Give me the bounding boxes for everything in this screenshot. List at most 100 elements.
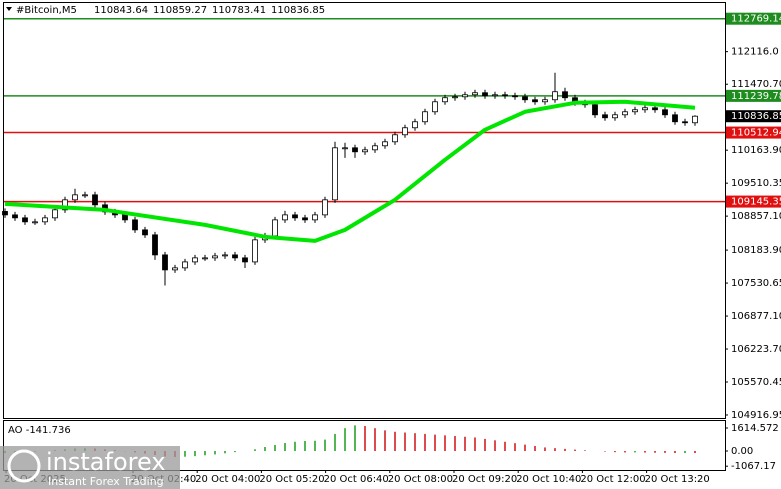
candle-body xyxy=(622,111,628,116)
candle-body xyxy=(502,94,508,97)
price-box xyxy=(726,110,781,123)
candle-body xyxy=(192,257,198,263)
candle-body xyxy=(232,254,238,259)
candle-body xyxy=(222,254,228,257)
candle-body xyxy=(242,257,248,263)
level-box xyxy=(726,126,781,139)
candle-body xyxy=(52,209,58,219)
header-value: 110859.27 xyxy=(153,5,207,16)
candle-body xyxy=(42,217,48,223)
candle-body xyxy=(302,217,308,221)
candle-body xyxy=(62,199,68,211)
level-box xyxy=(726,195,781,208)
moving-average xyxy=(4,99,696,243)
y-tick-label: 108857.10 xyxy=(731,211,781,222)
plot-layer: 110843.64 110859.27 110783.41 110836.85 1121… xyxy=(2,5,781,485)
candle-body xyxy=(452,96,458,99)
y-tick-label: 107530.65 xyxy=(731,278,781,289)
candle-body xyxy=(292,214,298,219)
candle-body xyxy=(282,214,288,221)
price-label: 110836.85 xyxy=(731,111,781,122)
watermark-tagline: Instant Forex Trading xyxy=(48,475,164,488)
candle-body xyxy=(522,96,528,101)
candle-body xyxy=(652,107,658,111)
candle-body xyxy=(152,234,158,256)
candle-body xyxy=(362,149,368,153)
x-tick-label: 20 Oct 08:00 xyxy=(388,474,453,485)
x-tick-label: 20 Oct 10:40 xyxy=(516,474,581,485)
candle-body xyxy=(332,147,338,201)
y-tick-label: 105570.45 xyxy=(731,377,781,388)
candle-body xyxy=(342,147,348,150)
candle-body xyxy=(402,127,408,136)
y-tick-label: 112116.0 xyxy=(731,47,779,58)
candle-body xyxy=(92,194,98,206)
candle-body xyxy=(162,254,168,271)
candle-body xyxy=(382,141,388,147)
x-tick-label: 20 Oct 13:20 xyxy=(645,474,710,485)
watermark: instaforex Instant Forex Trading xyxy=(0,446,180,489)
candle-body xyxy=(2,211,8,216)
ao-y-tick-label: -1067.17 xyxy=(731,461,776,472)
candle-body xyxy=(472,92,478,96)
candle-body xyxy=(72,194,78,201)
candle-body xyxy=(642,107,648,111)
y-tick-label: 108183.90 xyxy=(731,245,781,256)
candle-body xyxy=(182,261,188,269)
watermark-brand: instaforex xyxy=(46,448,166,476)
candle-body xyxy=(252,239,258,263)
candle-body xyxy=(132,219,138,231)
header-value: 110783.41 xyxy=(212,5,266,16)
level-label: 111239.78 xyxy=(731,91,781,102)
header-value: 110836.85 xyxy=(271,5,325,16)
level-box xyxy=(726,89,781,102)
ao-pane-frame xyxy=(3,420,726,471)
y-tick-label: 106223.70 xyxy=(731,344,781,355)
candle-body xyxy=(662,109,668,116)
y-tick-label: 111470.70 xyxy=(731,79,781,90)
y-tick-label: 104916.95 xyxy=(731,410,781,421)
level-label: 112769.14 xyxy=(731,14,781,25)
candle-body xyxy=(602,114,608,119)
symbol: #Bitcoin,M5 xyxy=(16,5,77,16)
candle-body xyxy=(682,121,688,124)
candle-body xyxy=(492,94,498,97)
candle-body xyxy=(562,91,568,99)
candle-body xyxy=(322,199,328,216)
candle-body xyxy=(442,97,448,103)
candle-body xyxy=(532,99,538,103)
candle-body xyxy=(672,114,678,123)
candle-body xyxy=(372,145,378,151)
level-label: 109145.35 xyxy=(731,197,781,208)
candle-body xyxy=(482,92,488,97)
y-tick-label: 106877.10 xyxy=(731,311,781,322)
ao-label: AO -141.736 xyxy=(8,425,71,436)
ao-y-tick-label: 1614.572 xyxy=(731,423,779,434)
y-tick-label: 110163.90 xyxy=(731,145,781,156)
candle-body xyxy=(552,91,558,101)
candle-body xyxy=(172,267,178,271)
x-tick-label: 20 Oct 09:20 xyxy=(452,474,517,485)
candle-body xyxy=(412,121,418,129)
symbol-arrow xyxy=(6,7,12,11)
candle-body xyxy=(142,229,148,236)
x-tick-label: 20 Oct 12:00 xyxy=(580,474,645,485)
candle-body xyxy=(612,114,618,119)
candle-body xyxy=(22,217,28,223)
candle-body xyxy=(272,219,278,237)
candle-body xyxy=(462,94,468,98)
candle-body xyxy=(122,214,128,221)
candle-body xyxy=(512,95,518,98)
candle-body xyxy=(312,214,318,221)
level-box xyxy=(726,12,781,25)
candle-body xyxy=(592,104,598,116)
candle-body xyxy=(692,115,698,124)
candle-body xyxy=(202,257,208,260)
candle-body xyxy=(212,255,218,259)
candle-body xyxy=(422,111,428,123)
main-pane-frame xyxy=(3,2,726,419)
watermark-logo xyxy=(7,449,41,483)
x-tick-label: 20 Oct 04:00 xyxy=(195,474,260,485)
